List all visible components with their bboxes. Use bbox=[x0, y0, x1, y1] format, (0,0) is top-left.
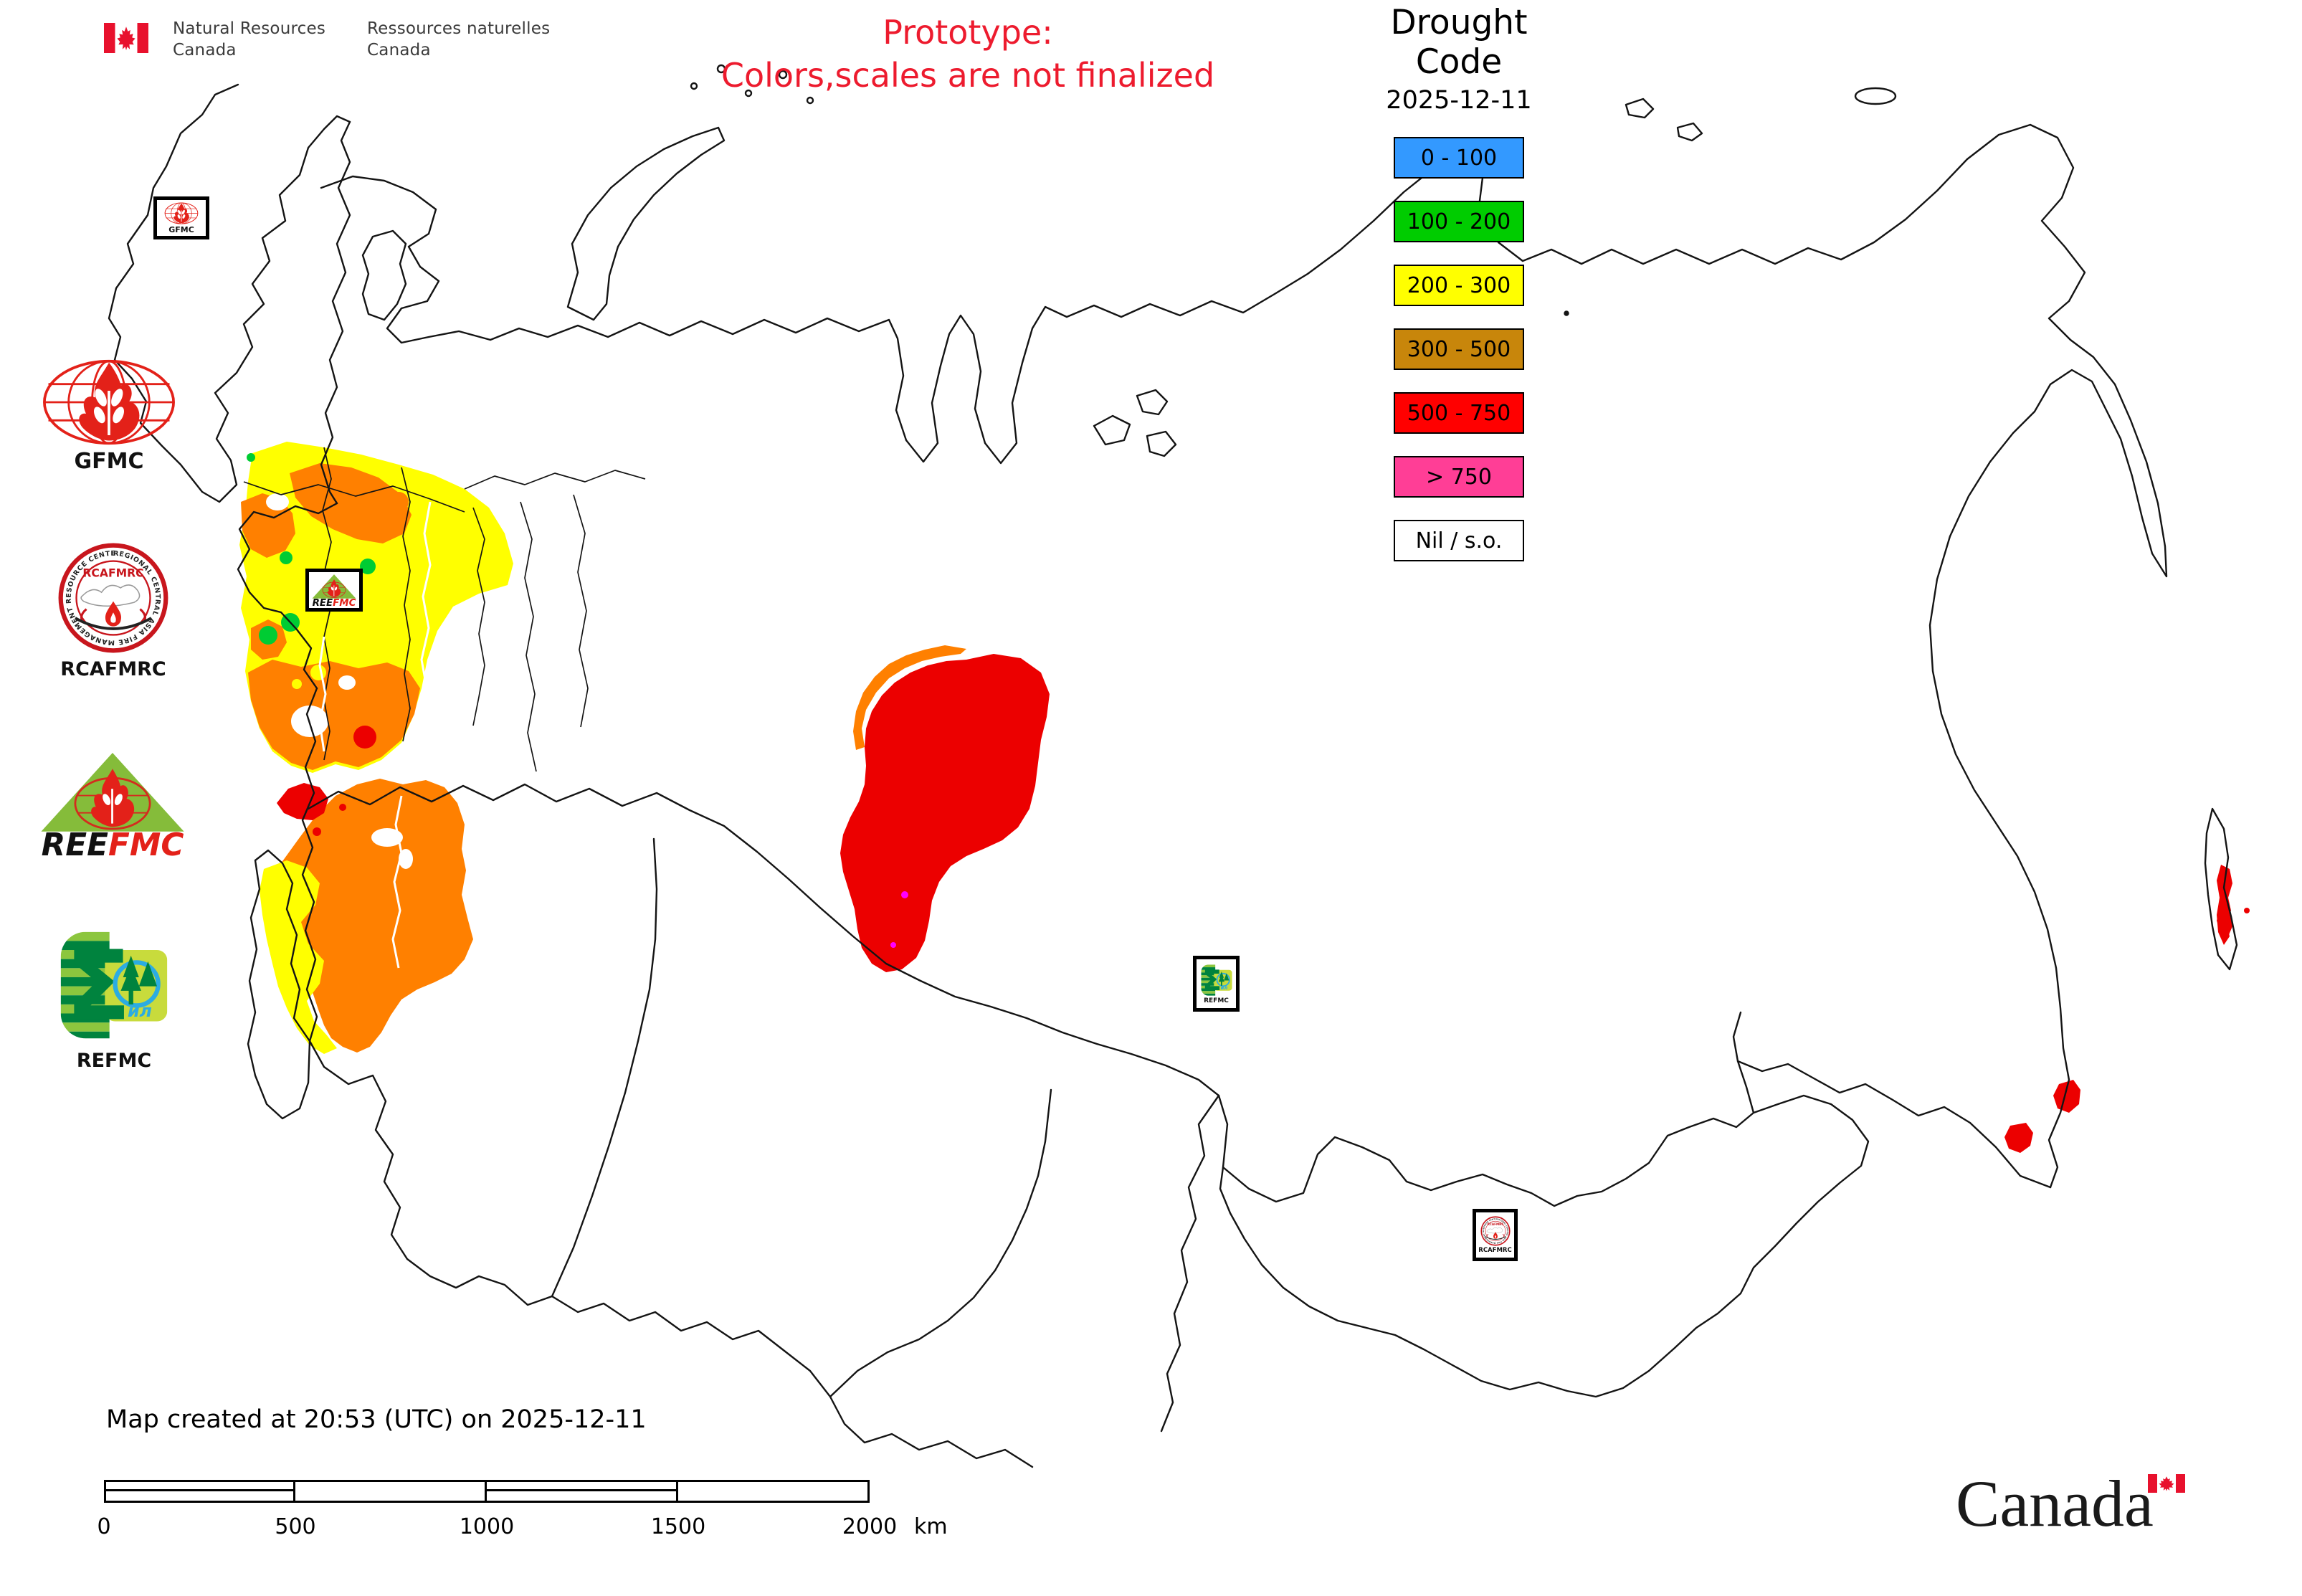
legend-label: > 750 bbox=[1426, 464, 1492, 490]
canada-wordmark-text: Canada bbox=[1956, 1467, 2154, 1540]
scale-segment bbox=[295, 1480, 487, 1503]
prototype-line1: Prototype: bbox=[883, 13, 1053, 52]
nrcan-title-fr: Ressources naturelles Canada bbox=[367, 19, 550, 62]
rivers bbox=[318, 501, 432, 752]
legend-label: 300 - 500 bbox=[1407, 336, 1511, 362]
legend-item-gt-750: > 750 bbox=[1394, 456, 1524, 498]
gfmc-marker-label: GFMC bbox=[168, 225, 194, 234]
nrcan-en-line2: Canada bbox=[173, 40, 237, 60]
map-marker-reefmc bbox=[305, 569, 363, 612]
reefmc-marker-icon bbox=[310, 574, 358, 607]
legend-title: Drought Code bbox=[1390, 3, 1528, 82]
canada-wordmark: Canada bbox=[1956, 1466, 2242, 1552]
drought-region-fareast-red bbox=[2004, 865, 2250, 1153]
legend-label: 200 - 300 bbox=[1407, 272, 1511, 298]
scale-tick: 2000 bbox=[842, 1514, 898, 1539]
legend-label: 500 - 750 bbox=[1407, 400, 1511, 426]
scale-tick: 0 bbox=[97, 1514, 111, 1539]
legend-item-500-750: 500 - 750 bbox=[1394, 392, 1524, 434]
admin-borders bbox=[243, 447, 646, 772]
scale-tick: 1500 bbox=[650, 1514, 706, 1539]
canada-flag-icon bbox=[104, 23, 148, 53]
nrcan-title-en: Natural Resources Canada bbox=[173, 19, 325, 62]
refmc-marker-icon bbox=[1200, 964, 1233, 997]
reefmc-logo bbox=[36, 750, 189, 860]
map-created-text: Map created at 20:53 (UTC) on 2025-12-11 bbox=[106, 1405, 647, 1434]
legend-label: Nil / s.o. bbox=[1415, 528, 1503, 554]
legend-item-100-200: 100 - 200 bbox=[1394, 201, 1524, 242]
nrcan-fr-line1: Ressources naturelles bbox=[367, 19, 551, 38]
rcafmrc-logo-label: RCAFMRC bbox=[60, 658, 166, 680]
map-marker-gfmc: GFMC bbox=[153, 196, 209, 239]
canada-wordmark-flag-icon bbox=[2148, 1474, 2185, 1493]
legend-date: 2025-12-11 bbox=[1386, 86, 1532, 115]
coastlines-and-borders bbox=[108, 64, 2238, 1468]
scale-unit: km bbox=[914, 1514, 948, 1539]
scale-segment bbox=[487, 1480, 678, 1503]
scale-bar-labels: 0 500 1000 1500 2000 km bbox=[97, 1514, 1007, 1543]
drought-region-southwest-orange bbox=[260, 779, 473, 1054]
refmc-logo bbox=[57, 928, 171, 1042]
scale-bar bbox=[104, 1480, 874, 1503]
rcafmrc-marker-icon bbox=[1480, 1216, 1511, 1246]
legend-item-0-100: 0 - 100 bbox=[1394, 137, 1524, 179]
legend: Drought Code 2025-12-11 0 - 100 100 - 20… bbox=[1348, 3, 1570, 561]
rcafmrc-logo bbox=[57, 542, 169, 654]
legend-item-nil: Nil / s.o. bbox=[1394, 520, 1524, 561]
gfmc-logo-label: GFMC bbox=[74, 449, 144, 474]
map-marker-refmc: REFMC bbox=[1193, 956, 1240, 1012]
legend-item-300-500: 300 - 500 bbox=[1394, 328, 1524, 370]
nrcan-signature: Natural Resources Canada Ressources natu… bbox=[104, 19, 550, 62]
refmc-logo-label: REFMC bbox=[76, 1050, 152, 1072]
legend-item-200-300: 200 - 300 bbox=[1394, 265, 1524, 306]
scale-tick: 500 bbox=[275, 1514, 316, 1539]
legend-label: 0 - 100 bbox=[1420, 145, 1498, 171]
prototype-line2: Colors,scales are not finalized bbox=[720, 55, 1215, 95]
scale-segment bbox=[104, 1480, 295, 1503]
drought-region-west-yellow bbox=[239, 442, 513, 773]
nrcan-en-line1: Natural Resources bbox=[173, 19, 326, 38]
gfmc-marker-icon bbox=[161, 202, 201, 224]
rcafmrc-marker-label: RCAFMRC bbox=[1478, 1247, 1512, 1255]
nrcan-fr-line2: Canada bbox=[367, 40, 431, 60]
refmc-marker-label: REFMC bbox=[1204, 997, 1229, 1004]
scale-tick: 1000 bbox=[459, 1514, 515, 1539]
map-marker-rcafmrc: RCAFMRC bbox=[1473, 1209, 1518, 1261]
prototype-warning: Prototype: Colors,scales are not finaliz… bbox=[645, 11, 1290, 98]
legend-label: 100 - 200 bbox=[1407, 209, 1511, 234]
gfmc-logo bbox=[40, 358, 178, 446]
scale-segment bbox=[678, 1480, 870, 1503]
drought-region-central-red bbox=[840, 645, 1050, 972]
